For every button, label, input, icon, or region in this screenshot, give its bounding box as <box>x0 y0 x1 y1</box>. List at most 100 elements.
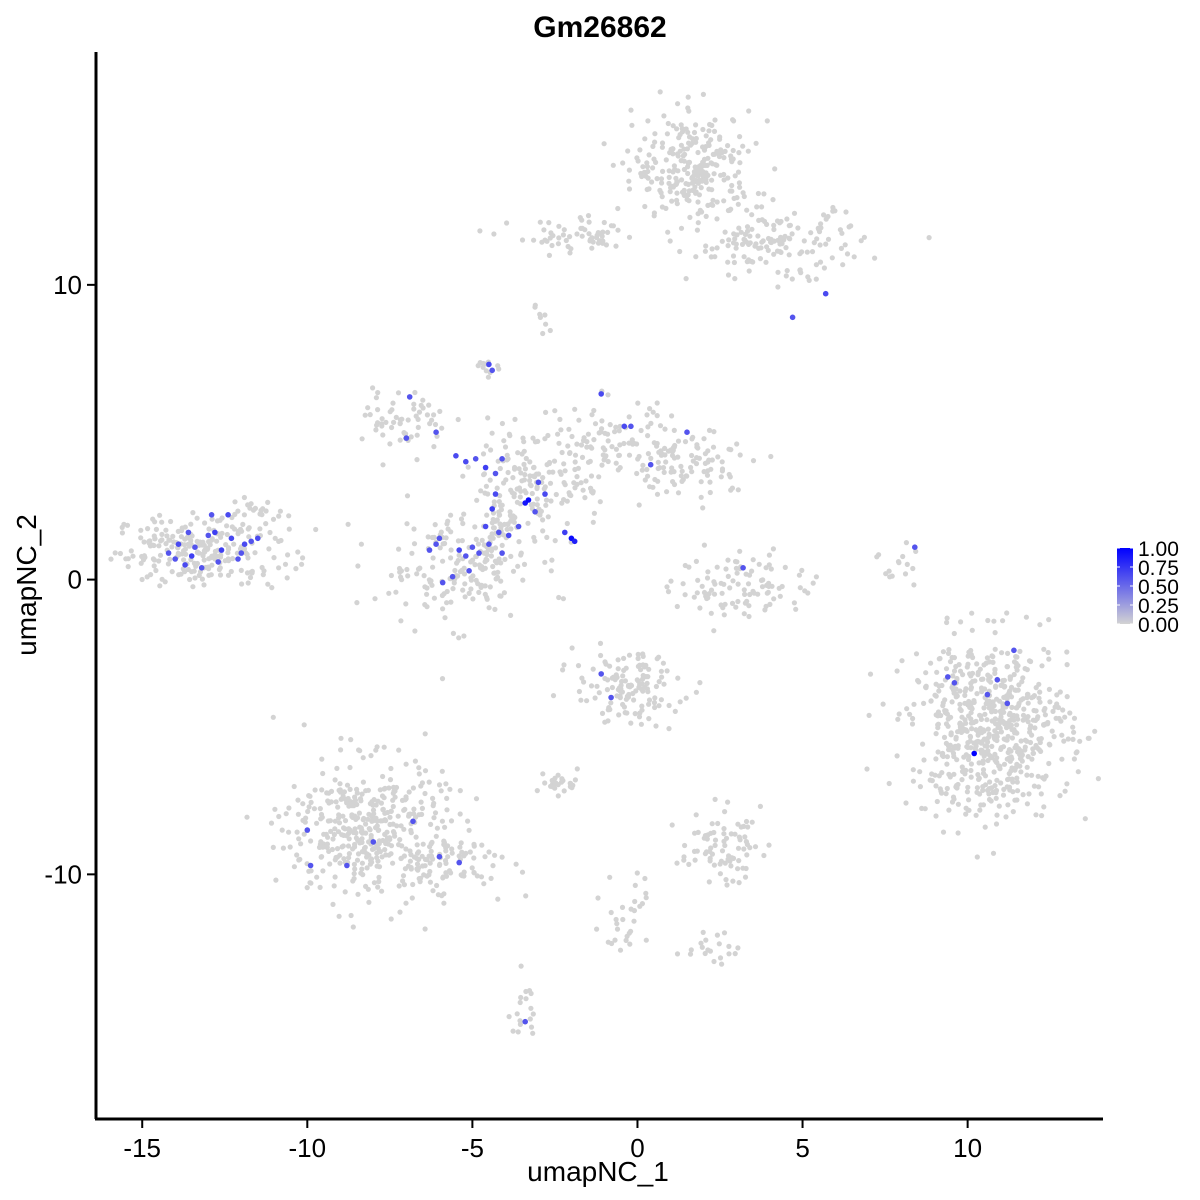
cell-point <box>636 502 642 508</box>
expressing-cell-point <box>562 529 568 536</box>
cell-point <box>498 524 504 530</box>
cell-point <box>725 207 732 214</box>
cell-point <box>955 801 962 807</box>
cell-point <box>652 139 658 145</box>
cell-point <box>413 834 419 840</box>
expressing-cell-point <box>218 547 225 553</box>
cell-point <box>581 435 587 441</box>
cell-point <box>985 726 991 732</box>
cell-point <box>880 701 886 707</box>
cell-point <box>1020 712 1027 718</box>
cell-point <box>141 539 147 545</box>
cell-point <box>1082 816 1088 822</box>
cell-point <box>247 505 253 511</box>
cell-point <box>352 826 358 832</box>
cell-point <box>461 571 468 577</box>
cell-point <box>625 683 632 689</box>
cell-point <box>732 951 738 957</box>
cell-point <box>360 755 366 761</box>
cell-point <box>969 706 975 712</box>
cell-point <box>286 829 292 835</box>
cell-point <box>560 596 567 602</box>
cell-point <box>619 689 626 695</box>
plot-title: Gm26862 <box>533 11 666 44</box>
cell-point <box>361 815 367 822</box>
cell-point <box>502 556 508 563</box>
cell-point <box>534 485 540 492</box>
expressing-cell-point <box>994 677 1001 683</box>
cell-point <box>276 565 282 571</box>
cell-point <box>703 213 709 219</box>
cell-point <box>725 557 731 563</box>
cell-point <box>417 875 424 881</box>
cell-point <box>365 886 371 892</box>
cell-point <box>631 697 637 703</box>
cell-point <box>579 675 585 681</box>
cell-point <box>742 231 749 237</box>
cell-point <box>937 786 943 792</box>
cell-point <box>933 731 939 737</box>
cell-point <box>913 548 919 555</box>
cell-point <box>367 412 373 418</box>
cell-point <box>1046 760 1052 767</box>
cell-point <box>726 471 732 478</box>
cell-point <box>634 470 640 477</box>
cell-point <box>682 439 689 445</box>
cell-point <box>887 574 893 580</box>
cell-point <box>750 458 757 464</box>
cell-point <box>421 573 427 579</box>
cell-point <box>469 865 475 871</box>
cell-point <box>374 855 380 861</box>
cell-point <box>397 421 403 427</box>
cell-point <box>940 703 946 709</box>
cell-point <box>510 475 516 481</box>
expressing-cell-point <box>466 568 472 574</box>
cell-point <box>802 588 808 594</box>
cell-point <box>488 553 494 559</box>
cell-point <box>666 174 672 180</box>
cell-point <box>439 893 445 899</box>
cell-point <box>911 701 917 707</box>
expressing-cell-point <box>426 547 433 553</box>
cell-point <box>380 806 386 812</box>
cell-point <box>687 951 694 957</box>
cell-point <box>206 526 212 532</box>
cell-point <box>723 877 729 883</box>
cell-point <box>276 813 282 820</box>
cell-point <box>235 508 241 514</box>
cell-point <box>712 117 718 123</box>
cell-point <box>546 220 552 226</box>
cell-point <box>719 961 725 967</box>
x-tick-label: 10 <box>953 1133 982 1163</box>
cell-point <box>429 582 435 588</box>
cell-point <box>701 177 708 183</box>
cell-point <box>939 770 945 776</box>
cell-point <box>976 760 982 766</box>
cell-point <box>336 913 342 919</box>
cell-point <box>766 842 772 848</box>
cell-point <box>756 561 762 567</box>
cell-point <box>456 635 462 641</box>
cell-point <box>740 143 746 149</box>
expressing-cell-point <box>172 556 178 562</box>
colorbar-tick-label: 0.00 <box>1138 614 1179 637</box>
cell-point <box>145 526 151 532</box>
cell-point <box>536 506 542 512</box>
cell-point <box>567 784 574 790</box>
cell-point <box>383 818 389 824</box>
cell-point <box>666 180 672 186</box>
cell-point <box>501 438 507 444</box>
cell-point <box>736 180 743 186</box>
cell-point <box>590 666 596 672</box>
cell-point <box>726 943 732 950</box>
cell-point <box>722 842 728 849</box>
cell-point <box>685 94 691 100</box>
cell-point <box>128 548 134 554</box>
cell-point <box>1041 776 1047 782</box>
expressing-cell-point <box>165 550 172 556</box>
cell-point <box>139 553 145 560</box>
cell-point <box>660 660 667 666</box>
cell-point <box>386 852 392 858</box>
cell-point <box>753 140 759 146</box>
cell-point <box>679 177 685 183</box>
